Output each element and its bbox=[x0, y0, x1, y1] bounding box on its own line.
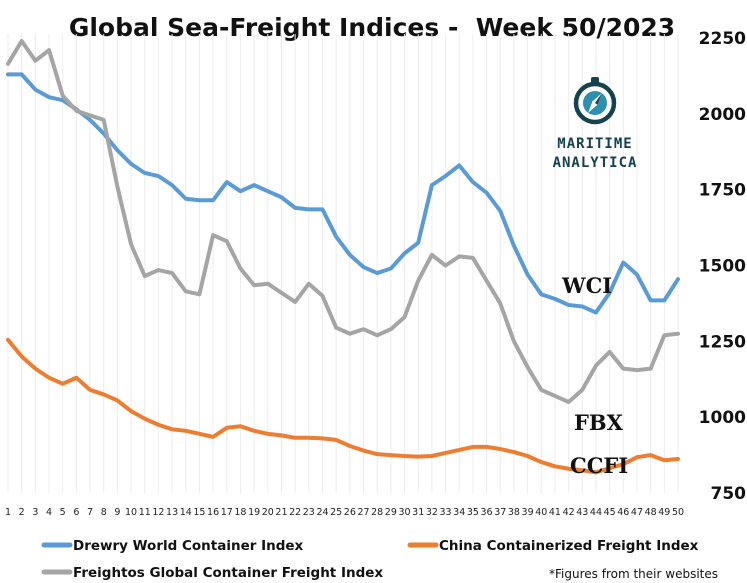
x-tick-label: 35 bbox=[467, 507, 479, 518]
x-tick-label: 36 bbox=[481, 507, 493, 518]
y-tick-label: 750 bbox=[711, 484, 747, 504]
x-tick-label: 15 bbox=[193, 507, 205, 518]
x-tick-label: 46 bbox=[617, 507, 629, 518]
legend-label-ccfi: China Containerized Freight Index bbox=[439, 538, 699, 554]
x-tick-label: 1 bbox=[5, 507, 11, 518]
x-tick-label: 30 bbox=[398, 507, 410, 518]
x-tick-label: 8 bbox=[101, 507, 107, 518]
x-tick-label: 34 bbox=[453, 507, 465, 518]
brand-name-line1: MARITIME bbox=[557, 136, 632, 152]
x-tick-label: 50 bbox=[672, 507, 684, 518]
x-tick-label: 45 bbox=[604, 507, 616, 518]
x-tick-label: 41 bbox=[549, 507, 561, 518]
x-tick-label: 49 bbox=[658, 507, 670, 518]
series-label-wci: WCI bbox=[561, 273, 612, 298]
x-tick-label: 42 bbox=[563, 507, 575, 518]
chart-title: Global Sea-Freight Indices - Week 50/202… bbox=[69, 13, 675, 42]
x-tick-label: 16 bbox=[207, 507, 219, 518]
brand-name-line2: ANALYTICA bbox=[553, 155, 638, 171]
series-label-ccfi: CCFI bbox=[570, 453, 628, 478]
legend-label-fbx: Freightos Global Container Freight Index bbox=[73, 565, 383, 581]
footnote: *Figures from their websites bbox=[549, 567, 718, 581]
x-tick-label: 28 bbox=[371, 507, 383, 518]
x-tick-label: 38 bbox=[508, 507, 520, 518]
y-axis: 750 1000 1250 1500 1750 2000 2250 bbox=[699, 29, 746, 504]
series-label-fbx: FBX bbox=[574, 410, 624, 435]
legend: Drewry World Container Index China Conta… bbox=[41, 538, 699, 581]
x-tick-label: 48 bbox=[645, 507, 657, 518]
x-tick-label: 12 bbox=[152, 507, 164, 518]
series-line-fbx bbox=[6, 39, 680, 404]
x-tick-label: 13 bbox=[166, 507, 178, 518]
series-line-ccfi bbox=[6, 337, 680, 475]
x-tick-label: 27 bbox=[357, 507, 369, 518]
x-tick-label: 19 bbox=[248, 507, 260, 518]
x-tick-label: 47 bbox=[631, 507, 643, 518]
x-tick-label: 18 bbox=[234, 507, 246, 518]
x-tick-label: 43 bbox=[576, 507, 588, 518]
x-tick-label: 25 bbox=[330, 507, 342, 518]
x-axis: 1 2 3 4 5 6 7 8 9 10 11 12 13 14 15 16 17 18 19 20 21 22 23 24 2… bbox=[5, 507, 684, 518]
x-tick-label: 10 bbox=[125, 507, 137, 518]
x-tick-label: 3 bbox=[32, 507, 38, 518]
y-tick-label: 1250 bbox=[699, 332, 746, 352]
legend-label-wci: Drewry World Container Index bbox=[73, 538, 304, 554]
x-tick-label: 24 bbox=[316, 507, 328, 518]
x-tick-label: 11 bbox=[139, 507, 151, 518]
series-layer: WCI CCFI FBX bbox=[6, 39, 680, 478]
x-tick-label: 2 bbox=[19, 507, 25, 518]
x-tick-label: 20 bbox=[262, 507, 274, 518]
y-tick-label: 1500 bbox=[699, 257, 746, 277]
x-tick-label: 21 bbox=[275, 507, 287, 518]
y-tick-label: 2250 bbox=[699, 29, 746, 49]
x-tick-label: 22 bbox=[289, 507, 301, 518]
x-tick-label: 37 bbox=[494, 507, 506, 518]
x-tick-label: 17 bbox=[221, 507, 233, 518]
y-tick-label: 1750 bbox=[699, 181, 746, 201]
y-tick-label: 1000 bbox=[699, 408, 746, 428]
x-tick-label: 33 bbox=[440, 507, 452, 518]
x-tick-label: 29 bbox=[385, 507, 397, 518]
x-tick-label: 6 bbox=[73, 507, 79, 518]
x-tick-label: 32 bbox=[426, 507, 438, 518]
y-tick-label: 2000 bbox=[699, 105, 746, 125]
x-tick-label: 23 bbox=[303, 507, 315, 518]
x-tick-label: 5 bbox=[60, 507, 66, 518]
x-tick-label: 40 bbox=[535, 507, 547, 518]
series-line-wci bbox=[6, 72, 680, 315]
x-tick-label: 44 bbox=[590, 507, 602, 518]
x-tick-label: 7 bbox=[87, 507, 93, 518]
x-tick-label: 31 bbox=[412, 507, 424, 518]
x-tick-label: 39 bbox=[522, 507, 534, 518]
compass-icon bbox=[573, 77, 617, 125]
x-tick-label: 9 bbox=[114, 507, 120, 518]
x-tick-label: 14 bbox=[180, 507, 192, 518]
x-tick-label: 26 bbox=[344, 507, 356, 518]
x-tick-label: 4 bbox=[46, 507, 52, 518]
